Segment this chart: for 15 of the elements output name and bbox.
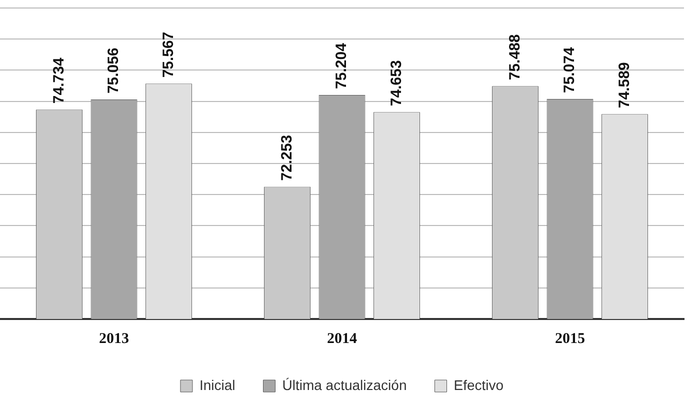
x-tick-label: 2015 — [555, 330, 585, 347]
data-label: 72.253 — [278, 134, 296, 181]
data-label: 75.488 — [506, 34, 524, 80]
legend-label: Inicial — [199, 376, 236, 393]
data-label: 75.567 — [160, 32, 177, 78]
x-tick-label: 2013 — [99, 330, 129, 347]
x-tick-label: 2014 — [327, 330, 358, 347]
data-label: 74.589 — [616, 62, 633, 108]
data-label: 75.056 — [105, 48, 122, 94]
data-label: 75.074 — [561, 46, 578, 93]
data-label: 74.653 — [388, 60, 405, 106]
data-label: 74.734 — [50, 57, 68, 104]
legend-label: Efectivo — [454, 376, 504, 393]
data-label: 75.204 — [333, 42, 350, 89]
legend-label: Última actualización — [282, 376, 407, 393]
